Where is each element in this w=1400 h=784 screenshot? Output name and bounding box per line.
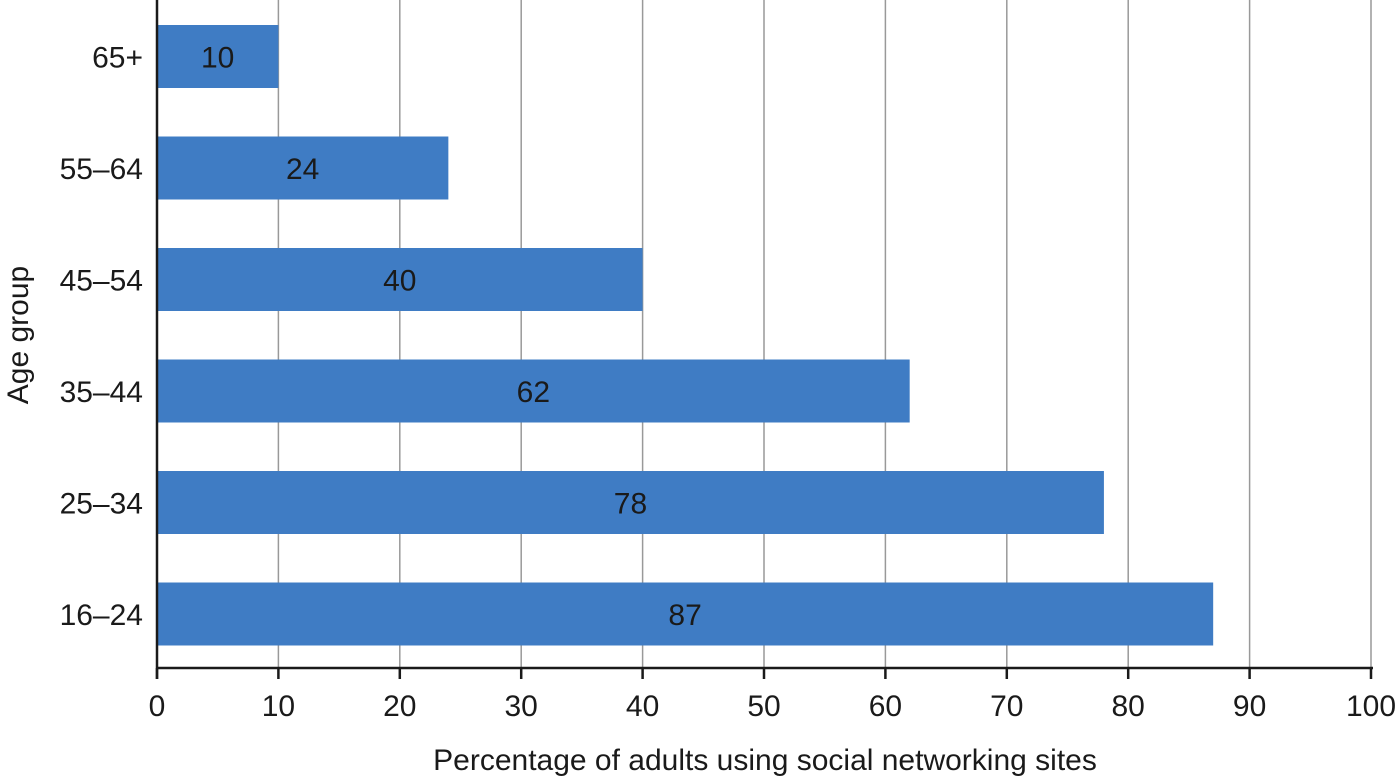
x-tick-label: 40 [626,690,659,723]
bar-value-label: 24 [286,153,319,186]
x-tick-label: 100 [1346,690,1396,723]
axes [155,0,1373,679]
gridlines [277,0,1372,668]
y-tick-label: 45–54 [60,265,143,298]
bar [157,471,1104,534]
bar-value-label: 10 [201,42,234,75]
bar [157,248,643,311]
x-tick-label: 10 [262,690,295,723]
x-tick-label: 20 [383,690,416,723]
x-tick-label: 60 [869,690,902,723]
bar-value-label: 78 [614,488,647,521]
y-axis-title: Age group [2,266,35,404]
x-tick-label: 90 [1233,690,1266,723]
bars [157,25,1214,646]
y-tick-label: 35–44 [60,376,143,409]
y-tick-label: 16–24 [60,599,143,632]
bar-value-label: 62 [517,376,550,409]
bar-value-label: 40 [383,265,416,298]
x-tick-label: 30 [505,690,538,723]
x-axis-title: Percentage of adults using social networ… [433,744,1097,777]
y-tick-label: 25–34 [60,488,143,521]
x-tick-label: 0 [149,690,166,723]
bar [157,582,1214,646]
labels: 0 10 20 30 40 50 60 70 80 90 100 65+ 10 55–64 24 45–54 4… [60,42,1396,724]
x-tick-label: 80 [1112,690,1145,723]
y-tick-label: 55–64 [60,153,143,186]
bar [157,359,910,423]
bar-value-label: 87 [668,599,701,632]
x-tick-label: 70 [990,690,1023,723]
bar [157,25,279,88]
x-tick-label: 50 [747,690,780,723]
y-tick-label: 65+ [92,42,143,75]
bar [157,136,449,200]
